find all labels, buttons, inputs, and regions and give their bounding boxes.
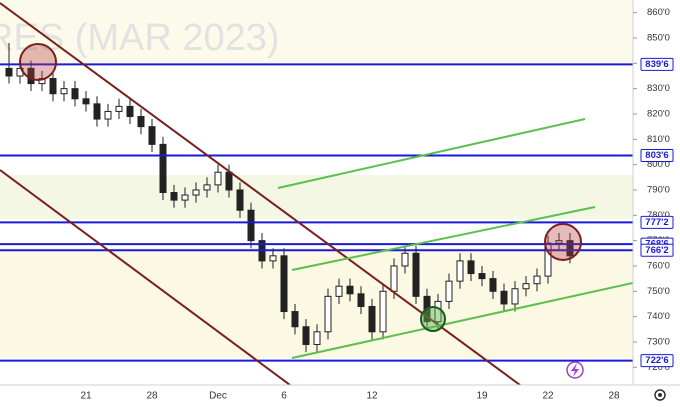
candle-body (489, 278, 497, 292)
level-label: 766'2 (645, 245, 668, 256)
candle-body (49, 78, 57, 95)
alert-icon (571, 363, 579, 377)
y-tick-label: 860'0 (647, 7, 670, 18)
candle-body (93, 103, 101, 120)
candle-body (324, 295, 332, 333)
candle-body (126, 105, 134, 118)
candle-body (291, 311, 299, 328)
circle-marker (19, 43, 57, 81)
candle-body (71, 88, 79, 100)
channel-line (0, 169, 291, 386)
candle-body (368, 305, 376, 333)
y-tick-label: 850'0 (647, 33, 670, 44)
candle-body (247, 209, 255, 242)
x-tick-label: 12 (366, 391, 378, 402)
candle-body (236, 189, 244, 211)
level-label-box (640, 354, 674, 368)
trend-line (291, 281, 638, 359)
candle-body (214, 171, 222, 186)
candle-body (60, 88, 68, 95)
level-label-box (640, 243, 674, 257)
trend-line (277, 118, 586, 189)
y-tick-label: 750'0 (647, 286, 670, 297)
level-label-box (640, 57, 674, 71)
candle-body (390, 265, 398, 292)
candle-body (302, 326, 310, 345)
candle-body (522, 283, 530, 290)
candle-body (203, 184, 211, 191)
candle-body (456, 260, 464, 282)
x-tick-label: 21 (80, 391, 92, 402)
y-tick-label: 830'0 (647, 83, 670, 94)
candle-body (313, 331, 321, 345)
candle-body (181, 194, 189, 201)
plot (0, 43, 633, 362)
y-tick-label: 780'0 (647, 210, 670, 221)
level-label: 777'2 (645, 217, 668, 228)
level-label: 839'6 (645, 59, 668, 70)
candle-body (511, 288, 519, 305)
candle-body (104, 110, 112, 120)
candle-body (115, 105, 123, 112)
y-tick-label: 760'0 (647, 260, 670, 271)
candle-body (379, 290, 387, 333)
candle-body (82, 98, 90, 105)
candle-body (434, 300, 442, 323)
circle-marker (420, 306, 446, 332)
y-tick-label: 810'0 (647, 134, 670, 145)
x-tick-label: 19 (476, 391, 488, 402)
x-tick-label: 22 (542, 391, 554, 402)
settings-icon (658, 393, 662, 397)
circle-marker (544, 223, 582, 261)
candle-body (445, 280, 453, 302)
candle-body (555, 240, 563, 244)
channel-line (0, 2, 521, 386)
level-label-box (640, 215, 674, 229)
candle-body (566, 240, 574, 257)
candle-body (280, 255, 288, 313)
level-label: 803'6 (645, 150, 668, 161)
y-tick-label: 720'0 (647, 362, 670, 373)
x-tick-label: Dec (209, 391, 227, 402)
y-tick-label: 800'0 (647, 159, 670, 170)
candle-body (478, 273, 486, 280)
candle-body (544, 242, 552, 277)
y-tick-label: 730'0 (647, 336, 670, 347)
y-tick-label: 820'0 (647, 108, 670, 119)
y-tick-label: 790'0 (647, 184, 670, 195)
zone (0, 0, 633, 63)
candle-body (412, 252, 420, 297)
candle-body (192, 189, 200, 196)
candle-body (148, 126, 156, 145)
x-tick-label: 28 (146, 391, 158, 402)
candle-body (467, 260, 475, 275)
level-label: 722'6 (645, 355, 668, 366)
candle-body (38, 78, 46, 85)
level-label-box (640, 149, 674, 163)
candle-body (533, 275, 541, 285)
candle-body (357, 293, 365, 307)
trend-line (291, 206, 596, 271)
candle-body (401, 252, 409, 267)
candle-body (225, 171, 233, 191)
candle-body (5, 67, 13, 77)
candle-body (170, 192, 178, 201)
settings-icon[interactable] (654, 389, 666, 401)
drawings (0, 2, 638, 386)
zone (0, 175, 633, 219)
candle-body (346, 285, 354, 295)
axes: 720'0730'0740'0750'0760'0770'0780'0790'0… (80, 7, 674, 402)
candle-body (335, 285, 343, 297)
candle-body (137, 116, 145, 128)
candle-body (269, 255, 277, 262)
x-tick-label: 28 (608, 391, 620, 402)
y-tick-label: 740'0 (647, 311, 670, 322)
x-axis (0, 385, 633, 407)
candle-body (500, 290, 508, 305)
candle-body (159, 143, 167, 193)
x-tick-label: 6 (281, 391, 287, 402)
